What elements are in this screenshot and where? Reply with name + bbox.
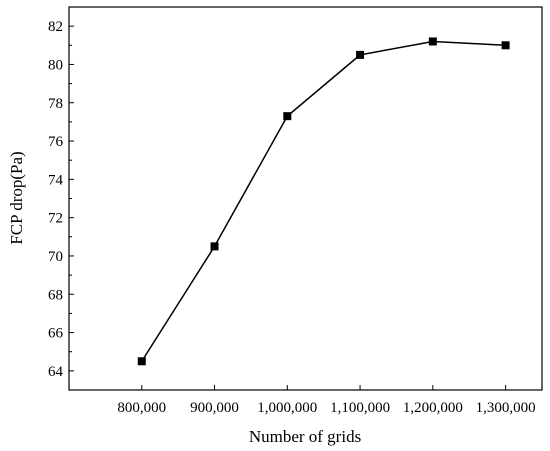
- x-tick-label: 900,000: [190, 400, 239, 416]
- series-layer: [137, 37, 510, 366]
- data-point: [356, 50, 365, 59]
- data-point: [210, 242, 219, 251]
- y-tick-label: 66: [48, 326, 64, 342]
- data-point: [137, 357, 146, 366]
- plot-frame: [68, 6, 543, 391]
- x-tick-label: 800,000: [117, 400, 166, 416]
- y-tick-label: 74: [48, 172, 64, 188]
- x-axis: 800,000 900,000 1,000,000 1,100,000 1,200,00…: [117, 385, 536, 416]
- data-point: [501, 41, 510, 50]
- y-axis: 64 66 68 70 72 74 76 78 80 82: [48, 6, 74, 391]
- x-tick-label: 1,300,000: [476, 400, 536, 416]
- x-tick-label: 1,100,000: [330, 400, 390, 416]
- data-point: [428, 37, 437, 46]
- y-tick-label: 78: [48, 96, 63, 112]
- y-tick-label: 70: [48, 249, 63, 265]
- x-tick-label: 1,200,000: [403, 400, 463, 416]
- data-point: [283, 112, 292, 121]
- y-tick-label: 76: [48, 134, 64, 150]
- y-tick-label: 68: [48, 287, 63, 303]
- y-axis-label: FCP drop(Pa): [7, 151, 26, 244]
- y-tick-label: 72: [48, 211, 63, 227]
- series-line: [141, 40, 506, 362]
- x-tick-label: 1,000,000: [257, 400, 317, 416]
- y-tick-label: 80: [48, 57, 63, 73]
- y-tick-label: 64: [48, 364, 64, 380]
- y-tick-label: 82: [48, 19, 63, 35]
- x-axis-label: Number of grids: [249, 427, 361, 446]
